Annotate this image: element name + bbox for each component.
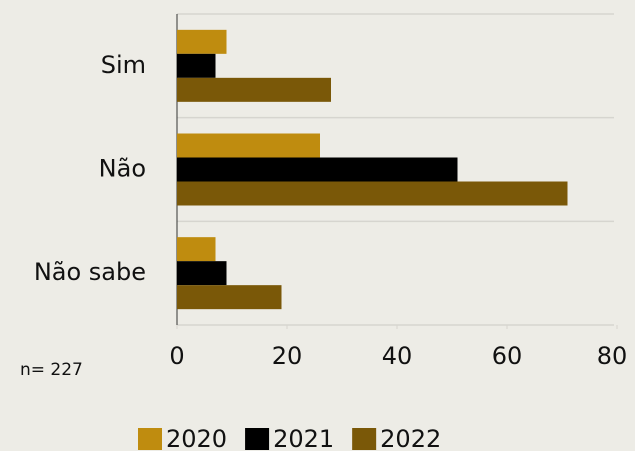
category-label: Não sabe	[34, 258, 146, 286]
legend-label: 2020	[166, 425, 227, 451]
bar	[177, 53, 216, 78]
legend-label: 2021	[273, 425, 334, 451]
bar	[177, 77, 331, 102]
category-label: Sim	[101, 51, 146, 79]
bar	[177, 237, 216, 262]
x-tick-label: 0	[169, 342, 184, 370]
legend-swatch	[245, 428, 270, 450]
x-tick-label: 80	[597, 342, 628, 370]
bar	[177, 133, 320, 158]
bar	[177, 181, 568, 206]
x-tick-label: 40	[382, 342, 413, 370]
legend-label: 2022	[380, 425, 441, 451]
x-tick-label: 20	[272, 342, 303, 370]
legend-swatch	[138, 428, 162, 450]
annotation: n= 227	[20, 360, 83, 380]
bar	[177, 261, 227, 286]
category-label: Não	[99, 155, 146, 183]
bar	[177, 29, 227, 54]
legend-swatch	[352, 428, 377, 450]
bar	[177, 285, 282, 310]
x-tick-label: 60	[492, 342, 523, 370]
bar	[177, 157, 458, 182]
